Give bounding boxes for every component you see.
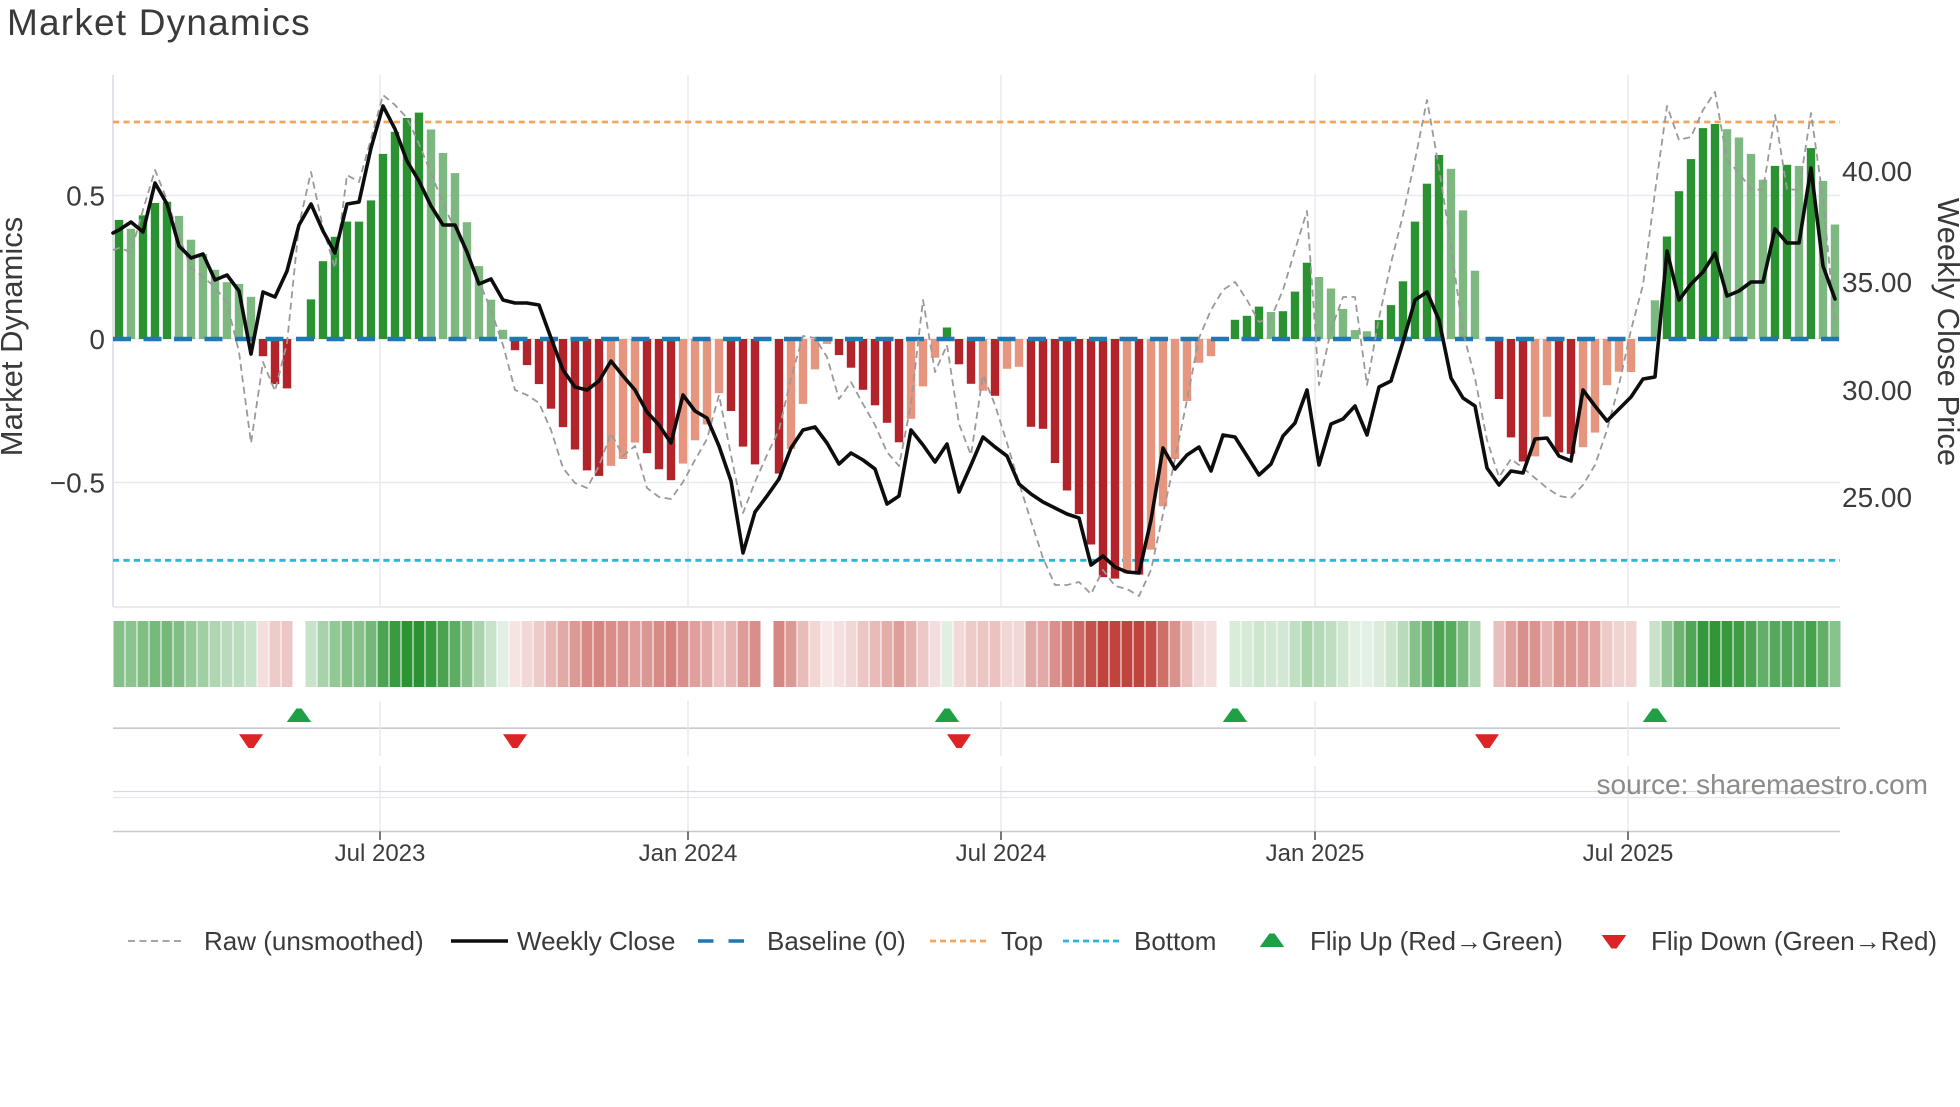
svg-text:Raw (unsmoothed): Raw (unsmoothed) <box>204 926 424 956</box>
svg-text:Jan 2024: Jan 2024 <box>639 840 738 867</box>
svg-text:Jul 2024: Jul 2024 <box>956 840 1047 867</box>
svg-text:Top: Top <box>1001 926 1043 956</box>
svg-text:Market Dynamics: Market Dynamics <box>0 217 29 456</box>
svg-text:Jul 2025: Jul 2025 <box>1583 840 1674 867</box>
svg-text:25.00: 25.00 <box>1842 482 1912 513</box>
svg-text:source: sharemaestro.com: source: sharemaestro.com <box>1597 769 1928 800</box>
svg-text:Weekly Close: Weekly Close <box>517 926 675 956</box>
svg-text:35.00: 35.00 <box>1842 267 1912 298</box>
svg-text:30.00: 30.00 <box>1842 375 1912 406</box>
svg-text:Flip Up (Red→Green): Flip Up (Red→Green) <box>1310 926 1563 956</box>
svg-text:0.5: 0.5 <box>66 181 105 212</box>
svg-text:Baseline (0): Baseline (0) <box>767 926 906 956</box>
svg-text:Market Dynamics: Market Dynamics <box>7 2 311 43</box>
svg-text:−0.5: −0.5 <box>50 468 105 499</box>
svg-text:0: 0 <box>89 324 105 355</box>
svg-text:Jan 2025: Jan 2025 <box>1266 840 1365 867</box>
svg-text:Flip Down (Green→Red): Flip Down (Green→Red) <box>1651 926 1937 956</box>
svg-text:Bottom: Bottom <box>1134 926 1216 956</box>
svg-text:Jul 2023: Jul 2023 <box>335 840 426 867</box>
svg-text:40.00: 40.00 <box>1842 156 1912 187</box>
svg-text:Weekly Close Price: Weekly Close Price <box>1931 198 1960 466</box>
